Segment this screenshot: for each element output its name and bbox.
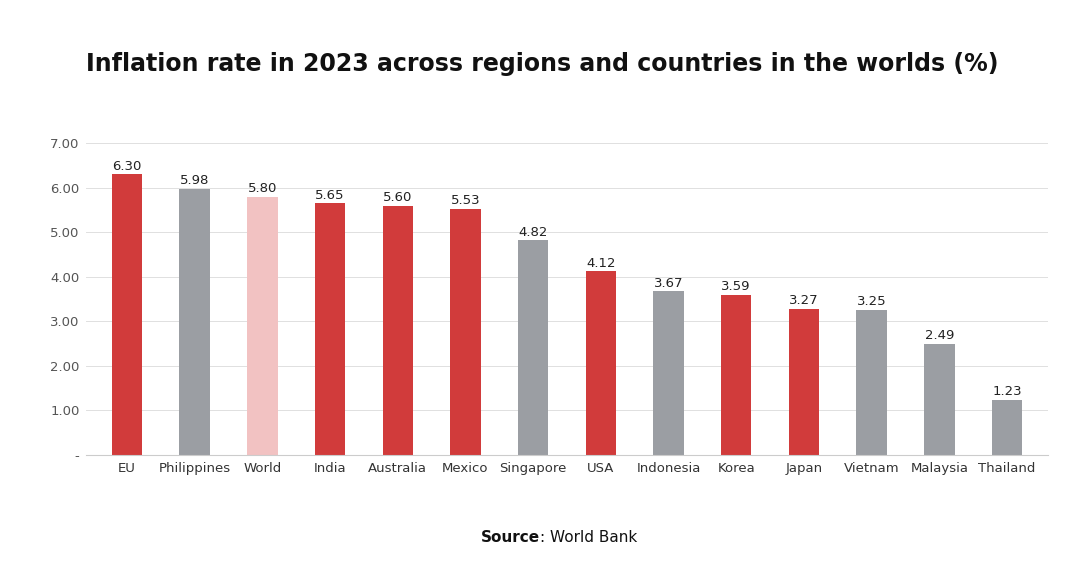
- Text: 4.12: 4.12: [586, 257, 616, 270]
- Text: 4.82: 4.82: [518, 226, 548, 238]
- Text: 5.80: 5.80: [247, 182, 278, 195]
- Bar: [924, 344, 955, 455]
- Text: 5.98: 5.98: [180, 174, 210, 187]
- Text: Source: Source: [481, 530, 540, 545]
- Bar: [721, 295, 752, 455]
- Bar: [585, 272, 616, 455]
- Bar: [112, 174, 143, 455]
- Bar: [991, 400, 1022, 455]
- Bar: [518, 240, 549, 455]
- Text: Inflation rate in 2023 across regions and countries in the worlds (%): Inflation rate in 2023 across regions an…: [86, 52, 999, 76]
- Text: 3.67: 3.67: [653, 277, 684, 290]
- Bar: [247, 196, 278, 455]
- Text: 5.60: 5.60: [383, 191, 413, 204]
- Bar: [653, 292, 684, 455]
- Text: 6.30: 6.30: [112, 160, 141, 173]
- Bar: [788, 309, 819, 455]
- Text: : World Bank: : World Bank: [540, 530, 637, 545]
- Bar: [315, 203, 346, 455]
- Text: 3.27: 3.27: [789, 294, 819, 307]
- Text: 1.23: 1.23: [993, 385, 1022, 398]
- Text: 2.49: 2.49: [924, 329, 954, 342]
- Text: 3.25: 3.25: [856, 296, 887, 308]
- Bar: [450, 209, 481, 455]
- Text: 5.65: 5.65: [315, 188, 345, 202]
- Bar: [179, 189, 210, 455]
- Bar: [382, 206, 413, 455]
- Bar: [856, 310, 887, 455]
- Text: 3.59: 3.59: [721, 280, 751, 293]
- Text: 5.53: 5.53: [450, 194, 481, 207]
